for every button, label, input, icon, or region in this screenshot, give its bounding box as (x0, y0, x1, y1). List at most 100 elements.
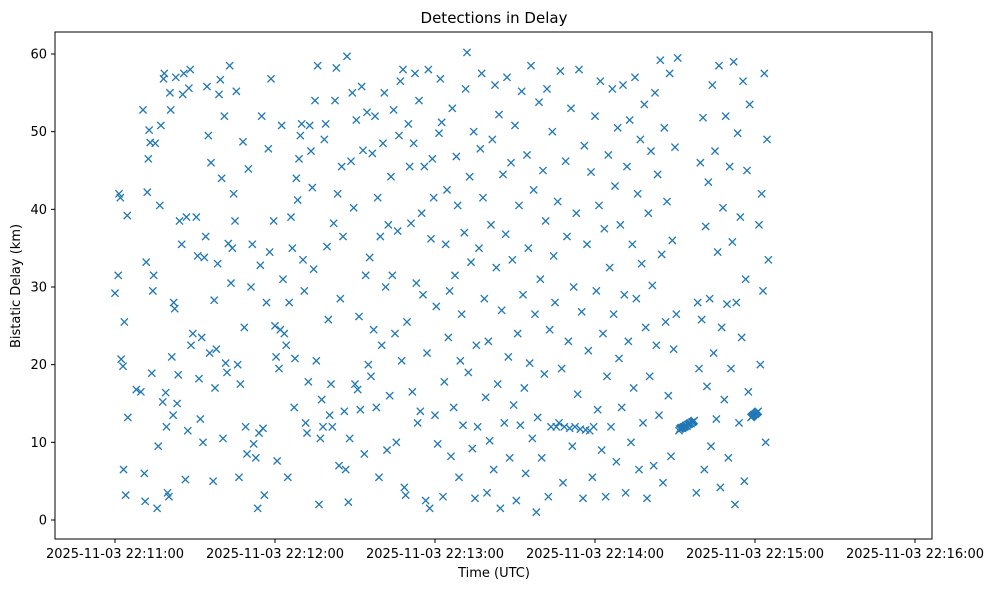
data-point (382, 446, 392, 455)
data-point (188, 329, 197, 338)
data-point (392, 438, 401, 447)
data-point (737, 333, 746, 342)
plot-frame (54, 31, 933, 540)
data-point (246, 282, 256, 292)
data-point (369, 325, 378, 334)
data-point (665, 69, 674, 78)
data-point (205, 348, 214, 358)
data-point (700, 465, 709, 474)
data-point (632, 294, 641, 303)
data-point (376, 232, 385, 241)
x-tick-label: 2025-11-03 22:15:00 (686, 547, 824, 562)
data-point (646, 147, 656, 156)
data-point (356, 405, 365, 414)
data-point (394, 131, 404, 140)
data-point (416, 407, 425, 416)
data-point (596, 77, 605, 86)
data-point (628, 240, 637, 249)
data-point (166, 105, 175, 114)
data-point (488, 135, 497, 144)
data-point (445, 286, 454, 295)
data-point (569, 282, 578, 292)
data-point (309, 265, 318, 274)
data-point (270, 321, 280, 330)
data-point (448, 104, 457, 113)
data-point (349, 203, 358, 212)
y-tick-label: 0 (39, 514, 47, 529)
data-point (636, 135, 645, 144)
data-point (140, 469, 149, 478)
data-point (256, 261, 265, 270)
data-point (249, 439, 258, 448)
data-point (282, 341, 291, 350)
data-point (697, 315, 706, 324)
x-tick-label: 2025-11-03 22:16:00 (846, 547, 984, 562)
data-point (182, 213, 191, 222)
data-point (473, 422, 482, 431)
data-point (461, 84, 470, 94)
data-point (557, 364, 566, 373)
data-point (177, 240, 186, 249)
data-point (705, 294, 714, 303)
data-point (588, 473, 597, 482)
data-point (373, 193, 382, 202)
data-point (272, 352, 281, 361)
data-point (656, 56, 665, 65)
data-point (664, 391, 673, 400)
data-point (593, 405, 602, 414)
data-point (147, 369, 156, 378)
data-point (433, 439, 442, 448)
data-point (556, 67, 565, 76)
data-point (354, 312, 364, 321)
data-point (425, 504, 434, 513)
data-point (201, 232, 210, 241)
data-point (153, 504, 162, 513)
data-point (441, 240, 450, 249)
data-point (396, 77, 405, 86)
data-point (764, 255, 773, 264)
data-point (452, 152, 461, 161)
data-point (610, 181, 620, 191)
data-point (757, 189, 766, 198)
data-point (184, 84, 193, 93)
data-point (650, 88, 660, 97)
data-point (717, 323, 726, 332)
data-point (580, 141, 589, 150)
data-point (493, 380, 502, 389)
data-point (353, 385, 362, 394)
data-point (210, 383, 220, 393)
data-point (164, 492, 173, 501)
data-point (304, 377, 313, 386)
data-point (405, 162, 414, 171)
data-point (745, 100, 754, 109)
data-point (512, 496, 521, 505)
data-point (645, 372, 654, 381)
data-point (501, 230, 510, 239)
x-axis-label: Time (UTC) (457, 566, 530, 581)
data-point (601, 492, 610, 501)
data-point (550, 298, 560, 307)
data-point (633, 189, 642, 198)
data-point (504, 352, 513, 361)
data-point (524, 244, 533, 253)
data-point (285, 298, 294, 307)
data-point (534, 98, 544, 107)
data-point (248, 240, 257, 249)
data-point (116, 193, 125, 202)
data-point (322, 242, 332, 251)
data-point (274, 364, 284, 373)
data-point (384, 220, 393, 229)
data-point (708, 81, 717, 90)
data-point (712, 414, 721, 424)
data-point (167, 352, 176, 361)
data-point (202, 82, 212, 91)
data-point (754, 220, 764, 229)
data-point (434, 129, 444, 138)
data-point (300, 286, 309, 295)
data-point (424, 65, 433, 74)
data-point (360, 449, 369, 459)
data-point (624, 337, 633, 346)
data-point (622, 162, 632, 171)
data-point (262, 298, 271, 307)
data-point (508, 255, 517, 264)
